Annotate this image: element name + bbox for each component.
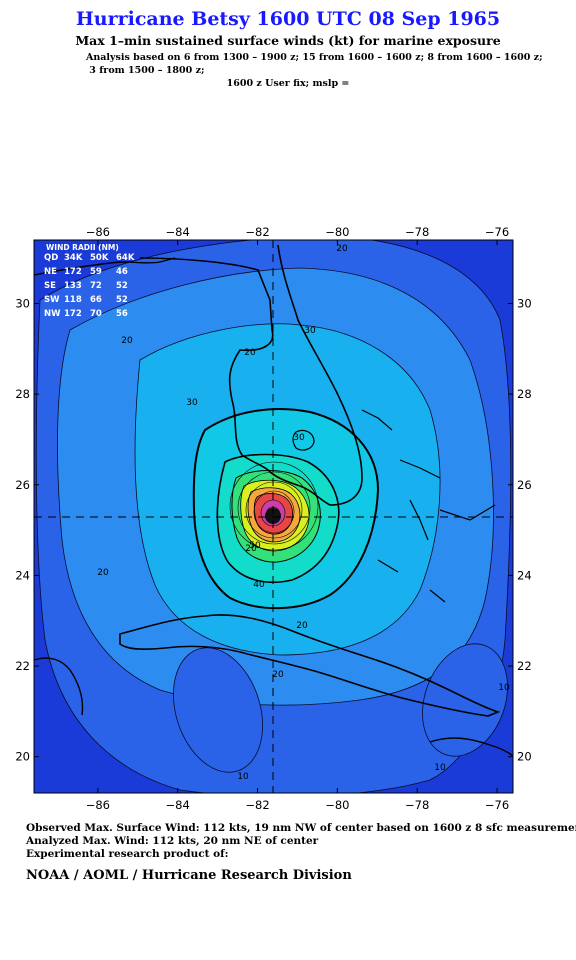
contour-label: 30 (304, 326, 316, 336)
contour-label: 50 (249, 541, 261, 551)
axis-ticks: −86 −86 −84 −84 −82 −82 −80 −80 −78 −78 −76 −76 30 30… (15, 225, 531, 812)
wind-radii-cell: 59 (90, 267, 102, 277)
wind-radii-header-cell: 34K (64, 253, 83, 263)
contour-label: 20 (97, 568, 109, 578)
lat-tick-label-left: 22 (15, 659, 30, 673)
map-subtitle: Max 1–min sustained surface winds (kt) f… (75, 33, 501, 48)
wind-contours (34, 240, 513, 793)
wind-radii-table: WIND RADII (NM) QD 34K 50K 64K NE 172 59 46 SE 1… (44, 243, 135, 319)
wind-radii-cell: 172 (64, 309, 82, 319)
cuba-coastline (119, 614, 501, 717)
lat-tick-label-left: 30 (15, 296, 30, 310)
wind-radii-cell: 133 (64, 281, 82, 291)
contour-label: 20 (244, 348, 256, 358)
lat-tick-label-right: 30 (517, 296, 532, 310)
wind-radii-cell: 72 (90, 281, 102, 291)
footer-notes: Observed Max. Surface Wind: 112 kts, 19 … (26, 822, 576, 861)
map-title: Hurricane Betsy 1600 UTC 08 Sep 1965 (75, 8, 501, 30)
lon-tick-label-top: −84 (166, 225, 190, 239)
lon-tick-label-bottom: −76 (485, 798, 509, 812)
lon-tick-label-top: −82 (245, 225, 269, 239)
lat-tick-label-right: 28 (517, 387, 532, 401)
lon-tick-label-top: −80 (325, 225, 349, 239)
contour-label: 10 (237, 772, 249, 782)
lat-tick-label-left: 28 (15, 387, 30, 401)
wind-radii-cell: NE (44, 267, 57, 277)
contour-label: 20 (272, 670, 284, 680)
wind-radii-cell: 172 (64, 267, 82, 277)
hispaniola-coastline (429, 737, 513, 757)
wind-radii-cell: 52 (116, 281, 128, 291)
lon-tick-label-bottom: −78 (405, 798, 429, 812)
contour-label: 20 (336, 244, 348, 254)
lat-tick-label-left: 26 (15, 478, 30, 492)
experimental-note: Experimental research product of: (26, 848, 229, 860)
contour-label: 20 (121, 336, 133, 346)
lat-tick-label-right: 20 (517, 750, 532, 764)
lat-tick-label-right: 22 (517, 659, 532, 673)
contour-ring (237, 471, 311, 545)
wind-radii-cell: 70 (90, 309, 102, 319)
wind-radii-cell: 46 (116, 267, 128, 277)
wind-field-map: −86 −86 −84 −84 −82 −82 −80 −80 −78 −78 −76 −76 30 30… (0, 220, 576, 820)
lat-tick-label-right: 24 (517, 568, 532, 582)
wind-field-svg: −86 −86 −84 −84 −82 −82 −80 −80 −78 −78 −76 −76 30 30… (15, 225, 531, 812)
yucatan-coastline (34, 657, 84, 716)
map-frame (33, 239, 514, 794)
wind-radii-cell: SW (44, 295, 60, 305)
southeast-low-wind-area (173, 647, 263, 773)
contour-label: 30 (186, 398, 198, 408)
wind-radii-header: QD 34K 50K 64K (44, 253, 135, 263)
wind-radii-header-cell: 50K (90, 253, 109, 263)
lon-tick-label-bottom: −86 (86, 798, 110, 812)
lon-tick-label-bottom: −84 (166, 798, 190, 812)
eye-core (265, 508, 281, 524)
lat-tick-label-left: 24 (15, 568, 30, 582)
wind-radii-title: WIND RADII (NM) (46, 243, 119, 252)
analysis-line-2: 3 from 1500 – 1800 z; (86, 65, 205, 76)
contour-label: 40 (253, 580, 265, 590)
bahamas-outline (361, 409, 496, 603)
contour-label: 30 (293, 433, 305, 443)
analysis-summary: Analysis based on 6 from 1300 – 1900 z; … (86, 51, 543, 77)
atlantic-low-wind-area (422, 643, 508, 757)
lon-tick-label-top: −76 (485, 225, 509, 239)
contour-label: 10 (498, 683, 510, 693)
organization-credit: NOAA / AOML / Hurricane Research Divisio… (26, 868, 352, 883)
lat-tick-label-left: 20 (15, 750, 30, 764)
wind-radii-cell: 52 (116, 295, 128, 305)
analysis-line-1: Analysis based on 6 from 1300 – 1900 z; … (86, 52, 543, 63)
contour-ring (253, 490, 295, 534)
wind-radii-header-cell: QD (44, 253, 58, 263)
contour-ring (229, 461, 319, 551)
contour-label: 20 (245, 544, 257, 554)
wind-radii-cell: 118 (64, 295, 82, 305)
analyzed-max-wind: Analyzed Max. Wind: 112 kts, 20 nm NE of… (26, 835, 319, 847)
lon-tick-label-bottom: −80 (325, 798, 349, 812)
lake-okeechobee (292, 429, 315, 451)
gulf-coast-panhandle (34, 257, 176, 276)
wind-radii-cell: SE (44, 281, 56, 291)
lat-tick-label-right: 26 (517, 478, 532, 492)
lon-tick-label-bottom: −82 (245, 798, 269, 812)
observed-max-wind: Observed Max. Surface Wind: 112 kts, 19 … (26, 822, 576, 834)
contour-ring (245, 481, 303, 539)
florida-coastline (139, 244, 363, 506)
fix-line: 1600 z User fix; mslp = (226, 78, 350, 89)
lon-tick-label-top: −78 (405, 225, 429, 239)
wind-radii-header-cell: 64K (116, 253, 135, 263)
wind-radii-cell: NW (44, 309, 61, 319)
contour-label: 20 (296, 621, 308, 631)
wind-radii-cell: 56 (116, 309, 128, 319)
lon-tick-label-top: −86 (86, 225, 110, 239)
wind-radii-cell: 66 (90, 295, 102, 305)
contour-label: 10 (434, 763, 446, 773)
